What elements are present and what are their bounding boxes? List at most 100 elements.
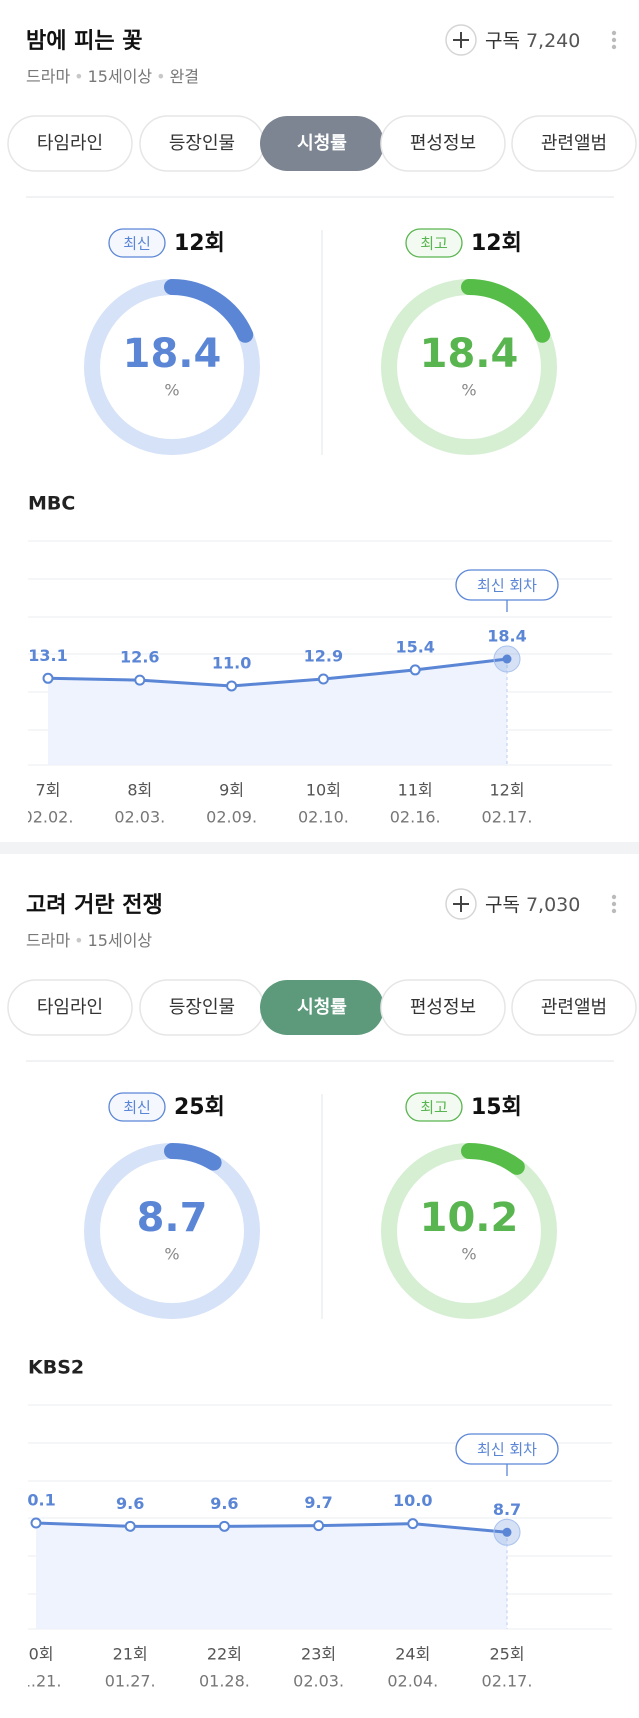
area (36, 1523, 507, 1629)
gauge-arc (164, 1143, 222, 1171)
date-label: 02.09. (206, 808, 257, 827)
point (409, 664, 421, 676)
value-label: 9.7 (304, 1493, 332, 1512)
date-label: 02.03. (114, 808, 165, 827)
tab[interactable]: 시청률 (260, 980, 384, 1035)
more-menu (611, 37, 617, 43)
x-tick-label: 22회 (207, 1645, 242, 1664)
tab[interactable]: 시청률 (260, 116, 384, 171)
x-tick-label: 10회 (306, 781, 341, 800)
value-label: 10.0 (393, 1491, 432, 1510)
tab[interactable]: 타임라인 (7, 979, 133, 1036)
section-separator (0, 842, 639, 854)
plus-icon (453, 32, 469, 48)
badge-label: 최고 (420, 1099, 448, 1117)
broadcaster: MBC (28, 493, 75, 515)
value-label: 12.6 (120, 648, 159, 667)
x-tick-label: 12회 (489, 781, 524, 800)
value-label: 11.0 (212, 653, 251, 672)
subscribe-button[interactable]: 구독 7,030 (445, 888, 580, 920)
gauge-value: 18.4 (420, 331, 519, 377)
date-label: 01.28. (199, 1672, 250, 1691)
point (134, 674, 146, 686)
tab[interactable]: 타임라인 (7, 115, 133, 172)
value-label: 9.6 (210, 1494, 238, 1513)
callout (455, 1433, 559, 1465)
gauge-value: 10.2 (420, 1195, 519, 1241)
value-label: 18.4 (487, 627, 526, 646)
tab[interactable]: 편성정보 (380, 115, 506, 172)
broadcaster: KBS2 (28, 1357, 84, 1379)
tab[interactable]: 편성정보 (380, 979, 506, 1036)
more-menu (611, 30, 617, 36)
x-tick-label: 8회 (127, 781, 152, 800)
line (35, 1521, 508, 1534)
title: 고려 거란 전쟁 (26, 893, 163, 918)
badge (405, 1092, 463, 1122)
tab-label: 관련앨범 (541, 133, 607, 154)
callout (455, 569, 559, 601)
point (317, 673, 329, 685)
tab[interactable]: 관련앨범 (511, 115, 637, 172)
date-label: 01.21. (11, 1672, 62, 1691)
date-label: 02.10. (298, 808, 349, 827)
point (407, 1518, 419, 1530)
tab-label: 관련앨범 (541, 997, 607, 1018)
line-chart: 10.1 20회 01.21. 9.6 21회 01.27. 9.6 22회 01.28. 9.7… (11, 1491, 533, 1691)
tab-label: 등장인물 (169, 133, 235, 154)
callout-label: 최신 회차 (477, 1441, 537, 1459)
gauge-arc (461, 279, 551, 343)
gauge-arc (461, 1143, 525, 1175)
date-label: 02.17. (482, 1672, 533, 1691)
date-label: 02.17. (482, 808, 533, 827)
title: 밤에 피는 꽃 (26, 29, 143, 54)
point (502, 654, 512, 664)
date-label: 02.03. (293, 1672, 344, 1691)
tab-bg (260, 980, 384, 1035)
episode: 25회 (174, 1095, 225, 1120)
tab[interactable]: 등장인물 (139, 979, 265, 1036)
value-label: 15.4 (395, 637, 434, 656)
value-label: 8.7 (493, 1500, 521, 1519)
gauge-unit: % (164, 381, 179, 400)
tab-bg (511, 979, 637, 1036)
point (226, 680, 238, 692)
meta-dot: • (156, 67, 165, 86)
more-menu (611, 894, 617, 900)
x-tick-label: 9회 (219, 781, 244, 800)
tab-label: 편성정보 (410, 133, 476, 154)
subscriber-count: 7,030 (526, 894, 580, 916)
value-label: 13.1 (28, 646, 67, 665)
x-tick-label: 23회 (301, 1645, 336, 1664)
tab-label: 타임라인 (37, 133, 103, 154)
subscribe-label: 구독 (485, 894, 520, 916)
gauge-unit: % (164, 1245, 179, 1264)
point (124, 1520, 136, 1532)
tab-bg (380, 115, 506, 172)
date-label: 02.02. (23, 808, 74, 827)
tab-label: 시청률 (297, 997, 347, 1018)
tab[interactable]: 등장인물 (139, 115, 265, 172)
tab-bg (380, 979, 506, 1036)
tab[interactable]: 관련앨범 (511, 979, 637, 1036)
badge (405, 228, 463, 258)
subscribe-button[interactable]: 구독 7,240 (445, 24, 580, 56)
callout-label: 최신 회차 (477, 577, 537, 595)
point (30, 1517, 42, 1529)
tab-label: 시청률 (297, 133, 347, 154)
meta: 드라마 • 15세이상 • 완결 (26, 67, 199, 86)
x-tick-label: 25회 (489, 1645, 524, 1664)
plus-icon (453, 896, 469, 912)
tab-bg (7, 115, 133, 172)
badge-label: 최고 (420, 235, 448, 253)
date-label: 02.04. (387, 1672, 438, 1691)
meta: 드라마 • 15세이상 (26, 931, 152, 950)
tab-label: 타임라인 (37, 997, 103, 1018)
badge-label: 최신 (123, 235, 151, 253)
gauge-unit: % (461, 1245, 476, 1264)
point (42, 672, 54, 684)
x-tick-label: 24회 (395, 1645, 430, 1664)
tab-label: 편성정보 (410, 997, 476, 1018)
